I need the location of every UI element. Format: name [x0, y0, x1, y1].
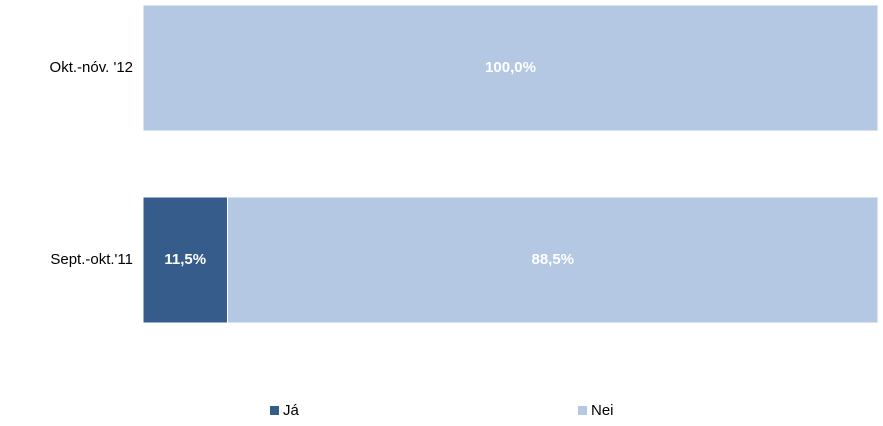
- legend-swatch: [578, 406, 587, 415]
- bar-segment: [142, 4, 879, 132]
- value-label: 88,5%: [531, 251, 574, 268]
- value-label: 100,0%: [485, 59, 536, 76]
- bar-segment: [142, 196, 229, 324]
- bar-segment: [227, 196, 879, 324]
- legend-swatch: [270, 406, 279, 415]
- legend-label: Já: [283, 402, 300, 419]
- legend-label: Nei: [591, 402, 614, 419]
- y-tick-label: Sept.-okt.'11: [50, 251, 133, 268]
- value-label: 11,5%: [164, 251, 206, 268]
- y-tick-label: Okt.-nóv. '12: [50, 59, 133, 76]
